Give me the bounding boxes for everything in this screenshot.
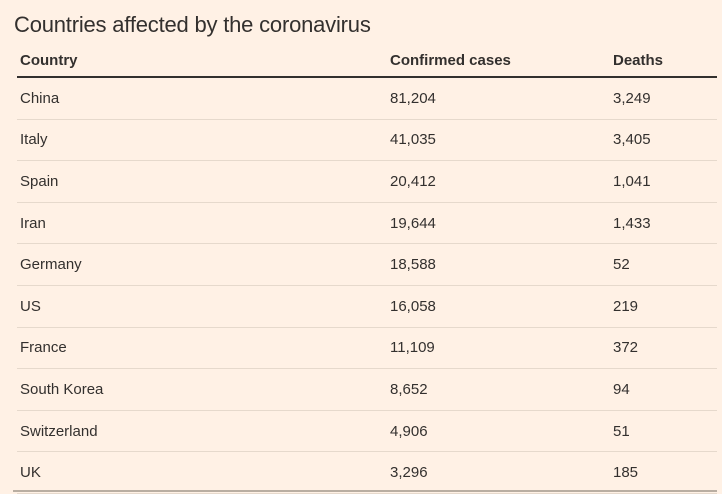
table-cell-deaths: 1,433 xyxy=(613,214,651,232)
table-cell-deaths: 219 xyxy=(613,297,639,315)
table-cell-deaths: 52 xyxy=(613,256,630,274)
table-cell-deaths: 1,041 xyxy=(613,172,651,190)
table-cell-confirmed-cases: 3,296 xyxy=(390,464,428,482)
table-cell-confirmed-cases: 8,652 xyxy=(390,380,428,398)
table-row: China 81,204 3,249 xyxy=(17,78,717,120)
table-row: UK 3,296 185 xyxy=(17,452,717,494)
table-cell-deaths: 94 xyxy=(613,380,630,398)
page-title: Countries affected by the coronavirus xyxy=(14,12,371,37)
table-cell-deaths: 185 xyxy=(613,464,639,482)
column-header-confirmed-cases: Confirmed cases xyxy=(390,51,511,69)
table-cell-country: Germany xyxy=(20,256,82,274)
table-cell-confirmed-cases: 81,204 xyxy=(390,89,436,107)
table-cell-deaths: 3,249 xyxy=(613,89,651,107)
table-row: Spain 20,412 1,041 xyxy=(17,161,717,203)
table-cell-country: Spain xyxy=(20,172,59,190)
table-cell-country: UK xyxy=(20,464,41,482)
table-cell-confirmed-cases: 20,412 xyxy=(390,172,436,190)
table-cell-country: Iran xyxy=(20,214,46,232)
column-header-country: Country xyxy=(20,51,78,69)
table-bottom-rule xyxy=(13,490,717,492)
countries-table: Country Confirmed cases Deaths China 81,… xyxy=(17,44,717,494)
table-cell-confirmed-cases: 16,058 xyxy=(390,297,436,315)
table-cell-country: Switzerland xyxy=(20,422,98,440)
table-cell-country: US xyxy=(20,297,41,315)
table-cell-deaths: 51 xyxy=(613,422,630,440)
table-cell-confirmed-cases: 11,109 xyxy=(390,339,435,357)
table-body: China 81,204 3,249 Italy 41,035 3,405 Sp… xyxy=(17,78,717,494)
table-row: Italy 41,035 3,405 xyxy=(17,120,717,162)
table-cell-deaths: 372 xyxy=(613,339,639,357)
table-cell-country: China xyxy=(20,89,60,107)
table-row: US 16,058 219 xyxy=(17,286,717,328)
table-row: Germany 18,588 52 xyxy=(17,244,717,286)
table-header-row: Country Confirmed cases Deaths xyxy=(17,44,717,78)
table-cell-country: South Korea xyxy=(20,380,104,398)
table-row: Iran 19,644 1,433 xyxy=(17,203,717,245)
table-cell-country: Italy xyxy=(20,131,48,149)
table-row: France 11,109 372 xyxy=(17,328,717,370)
table-cell-deaths: 3,405 xyxy=(613,131,651,149)
table-cell-confirmed-cases: 41,035 xyxy=(390,131,436,149)
table-cell-confirmed-cases: 19,644 xyxy=(390,214,436,232)
table-row: South Korea 8,652 94 xyxy=(17,369,717,411)
table-cell-confirmed-cases: 18,588 xyxy=(390,256,436,274)
table-cell-confirmed-cases: 4,906 xyxy=(390,422,428,440)
column-header-deaths: Deaths xyxy=(613,51,664,69)
table-row: Switzerland 4,906 51 xyxy=(17,411,717,453)
table-cell-country: France xyxy=(20,339,67,357)
